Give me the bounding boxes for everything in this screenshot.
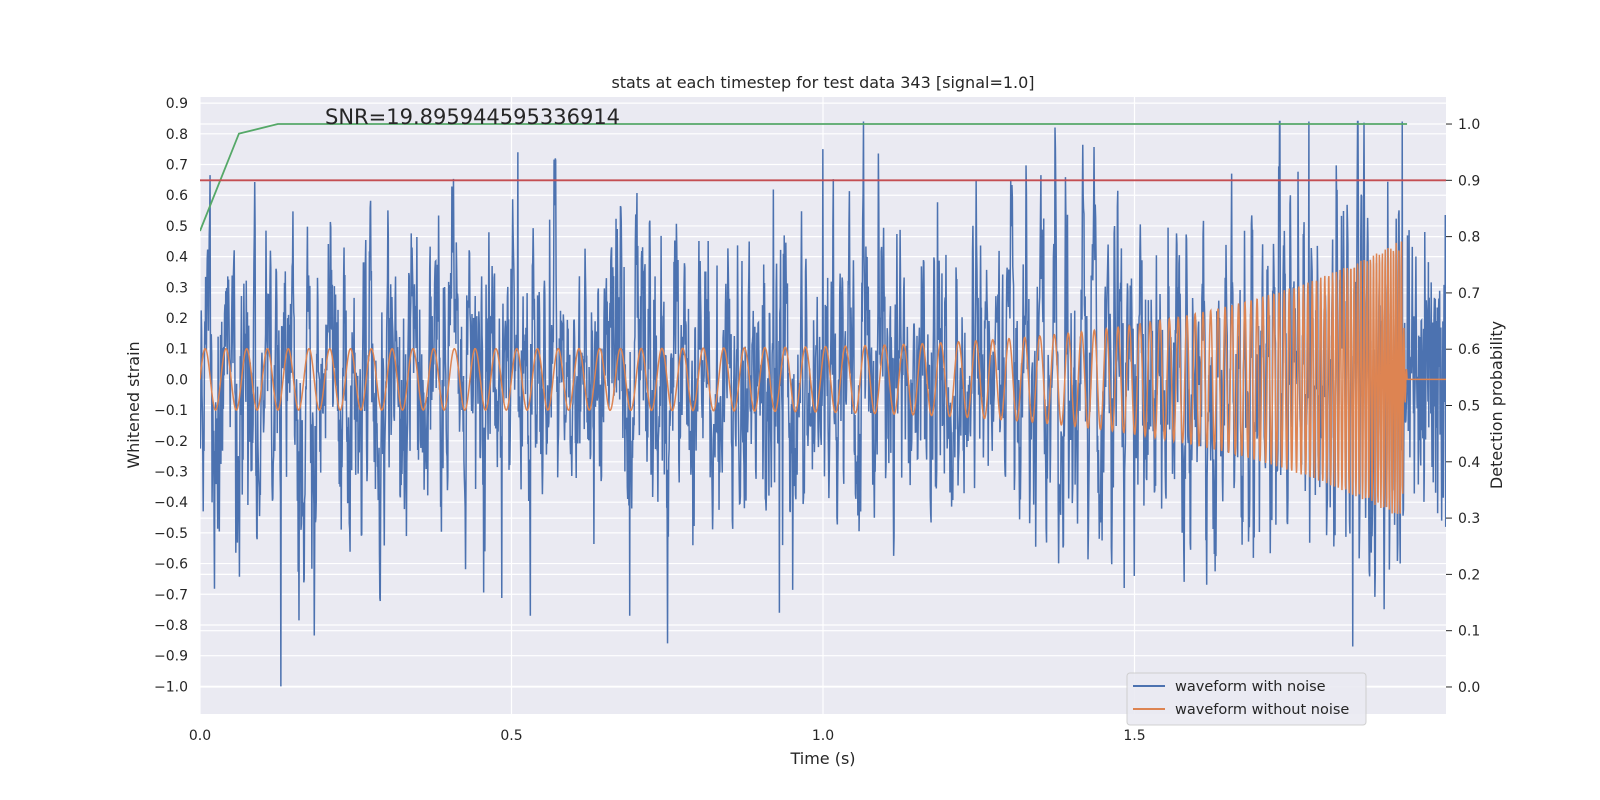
x-axis-ticks: 0.0 0.5 1.0 1.5 <box>189 728 1146 744</box>
legend-box <box>1126 672 1367 726</box>
series-line-noise-tail <box>1406 215 1446 527</box>
y2-tick-label: 0.1 <box>1458 624 1480 640</box>
y2-axis-label: Detection probability <box>1487 321 1506 489</box>
y2-tick-label: 0.8 <box>1458 230 1480 246</box>
x-tick-label: 0.5 <box>500 728 522 744</box>
plot-area <box>200 120 1446 687</box>
y-axis-right-ticks: 1.0 0.9 0.8 0.7 0.6 0.5 0.4 0.3 0.2 0.1 0.0 <box>1446 117 1480 696</box>
y-tick-label: 0.3 <box>166 280 188 296</box>
series-line-noise <box>200 120 1408 687</box>
legend-label-noise: waveform with noise <box>1175 679 1326 695</box>
legend: waveform with noise waveform without noi… <box>1126 672 1367 726</box>
y2-tick-label: 0.9 <box>1458 173 1480 189</box>
probability-group <box>200 123 1446 232</box>
y-tick-label: −0.6 <box>154 557 188 573</box>
y2-tick-label: 0.0 <box>1458 680 1480 696</box>
y-tick-label: −0.8 <box>154 618 188 634</box>
x-tick-label: 1.0 <box>812 728 834 744</box>
y-tick-label: 0.0 <box>166 372 188 388</box>
legend-label-clean: waveform without noise <box>1175 702 1349 718</box>
y2-tick-label: 0.2 <box>1458 567 1480 583</box>
y-axis-left-ticks: 0.9 0.8 0.7 0.6 0.5 0.4 0.3 0.2 0.1 0.0 −0.1 −0.2 −0… <box>154 96 188 695</box>
y-tick-label: 0.8 <box>166 127 188 143</box>
y-tick-label: −0.5 <box>154 526 188 542</box>
x-axis-label: Time (s) <box>789 749 855 768</box>
y-tick-label: −0.1 <box>154 403 188 419</box>
y2-tick-label: 0.4 <box>1458 455 1480 471</box>
y-tick-label: 0.6 <box>166 188 188 204</box>
x-tick-label: 1.5 <box>1123 728 1145 744</box>
y-tick-label: −1.0 <box>154 679 188 695</box>
y-tick-label: 0.1 <box>166 342 188 358</box>
y2-tick-label: 0.3 <box>1458 511 1480 527</box>
y-tick-label: −0.3 <box>154 464 188 480</box>
noise-waveform-group <box>200 120 1446 687</box>
x-tick-label: 0.0 <box>189 728 211 744</box>
y-tick-label: −0.2 <box>154 434 188 450</box>
y-tick-label: 0.4 <box>166 250 188 266</box>
y2-tick-label: 0.6 <box>1458 342 1480 358</box>
y-tick-label: 0.9 <box>166 96 188 112</box>
y-tick-label: −0.4 <box>154 495 188 511</box>
y-tick-label: 0.2 <box>166 311 188 327</box>
y2-tick-label: 0.7 <box>1458 286 1480 302</box>
snr-annotation: SNR=19.895944595336914 <box>325 105 620 129</box>
y-axis-label: Whitened strain <box>124 341 143 468</box>
y2-tick-label: 0.5 <box>1458 399 1480 415</box>
y-tick-label: 0.7 <box>166 158 188 174</box>
series-line-probability <box>200 123 1408 232</box>
y-tick-label: −0.7 <box>154 587 188 603</box>
series-line-clean <box>200 241 1446 514</box>
y-tick-label: 0.5 <box>166 219 188 235</box>
chart-title: stats at each timestep for test data 343… <box>611 73 1034 92</box>
y-tick-label: −0.9 <box>154 649 188 665</box>
clean-waveform-group <box>200 241 1446 514</box>
y2-tick-label: 1.0 <box>1458 117 1480 133</box>
